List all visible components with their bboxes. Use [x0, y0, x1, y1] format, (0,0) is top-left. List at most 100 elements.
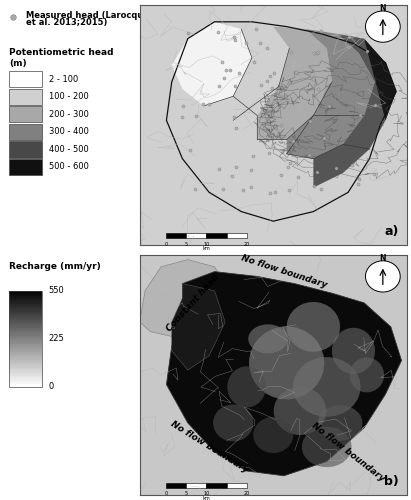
Point	[230, 113, 237, 121]
Bar	[9, 124, 42, 140]
Bar	[9, 312, 42, 314]
Text: No flow boundary: No flow boundary	[169, 420, 249, 474]
Point	[287, 48, 294, 56]
Bar	[9, 347, 42, 348]
Bar	[9, 320, 42, 322]
Text: km: km	[203, 246, 210, 252]
Point	[318, 185, 324, 193]
Point	[192, 186, 198, 194]
Point	[284, 163, 291, 171]
Bar	[9, 300, 42, 302]
Text: 10: 10	[203, 242, 210, 246]
Text: 400 - 500: 400 - 500	[49, 145, 89, 154]
Point	[226, 66, 233, 74]
Bar	[9, 316, 42, 318]
Bar	[9, 368, 42, 370]
Bar	[9, 158, 42, 175]
Point	[199, 100, 206, 108]
Bar	[9, 88, 42, 105]
Point	[307, 117, 313, 125]
Text: 5: 5	[185, 242, 188, 246]
Polygon shape	[140, 255, 407, 495]
Point	[223, 66, 230, 74]
Point	[247, 183, 254, 191]
Polygon shape	[204, 26, 289, 120]
Bar	[9, 291, 42, 292]
Bar	[187, 483, 206, 488]
Polygon shape	[350, 358, 384, 392]
Bar	[9, 307, 42, 308]
Polygon shape	[318, 405, 363, 440]
Bar	[9, 305, 42, 307]
Bar	[9, 382, 42, 384]
Point	[179, 112, 185, 120]
Text: b): b)	[384, 475, 399, 488]
Point	[286, 186, 292, 194]
Bar	[9, 346, 42, 347]
Point	[240, 186, 247, 194]
Text: Potentiometric head: Potentiometric head	[9, 48, 114, 57]
Polygon shape	[364, 38, 396, 120]
Point	[364, 46, 371, 54]
Bar	[9, 371, 42, 372]
Bar	[9, 294, 42, 296]
Bar	[9, 384, 42, 386]
Point	[314, 48, 321, 56]
Bar	[9, 374, 42, 376]
Point	[236, 69, 242, 77]
Bar	[9, 348, 42, 350]
Text: 0: 0	[49, 382, 54, 392]
Point	[251, 58, 257, 66]
Point	[306, 151, 312, 159]
Bar	[9, 355, 42, 356]
Bar	[9, 291, 42, 387]
Bar	[226, 233, 247, 238]
Polygon shape	[140, 260, 225, 336]
Polygon shape	[248, 324, 288, 354]
Point	[357, 111, 364, 119]
Bar	[9, 380, 42, 382]
Bar	[9, 314, 42, 315]
Point	[267, 189, 273, 197]
Text: 225: 225	[49, 334, 65, 344]
Point	[253, 25, 259, 33]
Point	[256, 40, 263, 48]
Point	[219, 185, 226, 193]
Text: 100 - 200: 100 - 200	[49, 92, 89, 102]
Point	[332, 164, 339, 172]
Text: km: km	[203, 496, 210, 500]
Bar	[9, 358, 42, 360]
Polygon shape	[253, 417, 293, 453]
Text: 550: 550	[49, 286, 65, 296]
Bar	[9, 362, 42, 363]
Bar	[9, 71, 42, 88]
Point	[243, 39, 249, 47]
Point	[311, 49, 318, 57]
Bar	[9, 354, 42, 355]
Polygon shape	[293, 357, 360, 417]
Point	[266, 149, 273, 157]
Point	[314, 86, 321, 94]
Point	[250, 152, 256, 160]
Bar	[9, 310, 42, 312]
Point	[221, 74, 227, 82]
Point	[192, 112, 199, 120]
Point	[321, 134, 328, 142]
Text: 2 - 100: 2 - 100	[49, 74, 78, 84]
Circle shape	[365, 261, 400, 292]
Bar	[9, 299, 42, 300]
Point	[371, 170, 378, 178]
Bar	[9, 386, 42, 387]
Point	[206, 100, 212, 108]
Point	[233, 162, 240, 170]
Text: 20: 20	[243, 492, 250, 496]
Bar	[166, 483, 187, 488]
Bar	[9, 339, 42, 340]
Bar	[9, 330, 42, 331]
Point	[349, 160, 355, 168]
Bar	[9, 106, 42, 122]
Text: No flow boundary: No flow boundary	[310, 420, 386, 483]
Bar	[9, 326, 42, 328]
Bar	[9, 318, 42, 320]
Bar	[9, 141, 42, 158]
